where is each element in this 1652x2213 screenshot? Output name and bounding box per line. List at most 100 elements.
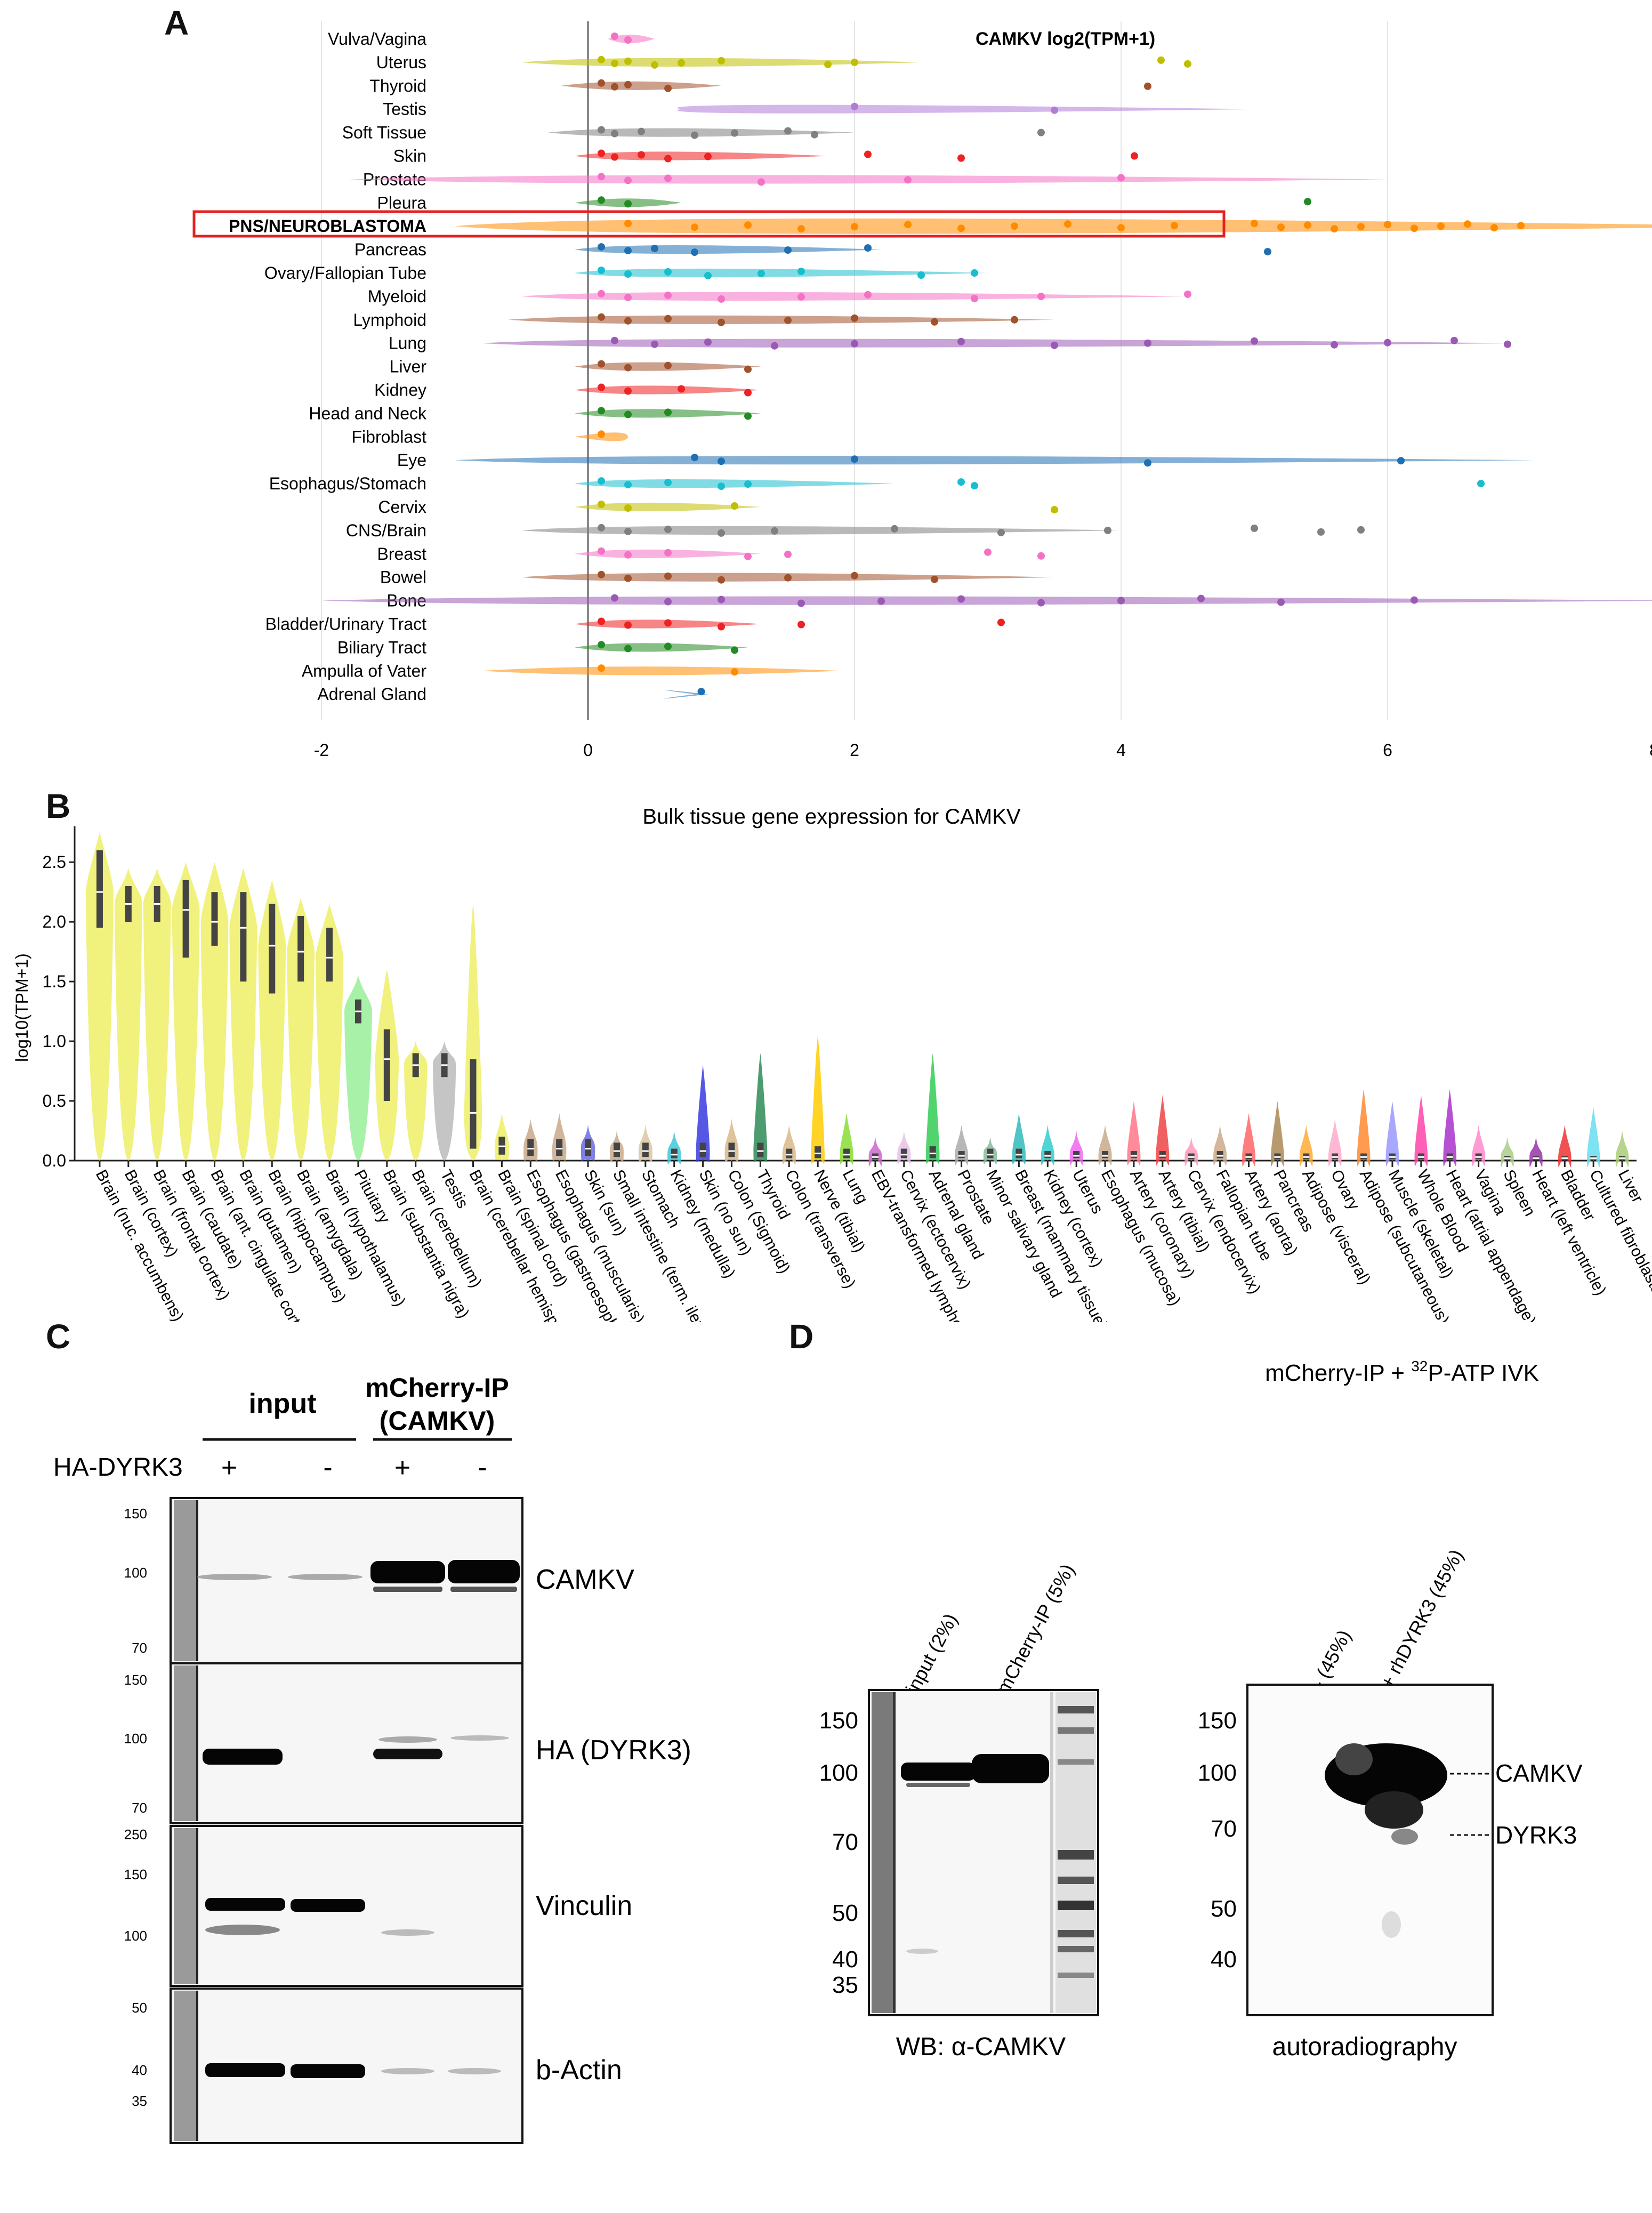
tissue-row: Thyroid <box>369 76 1151 95</box>
marker-35: 35 <box>132 2093 147 2109</box>
data-point <box>1317 528 1325 536</box>
iqr-box <box>297 915 304 982</box>
marker-100: 100 <box>124 1731 147 1747</box>
iqr-box <box>1102 1151 1109 1158</box>
data-point <box>624 36 632 44</box>
data-point <box>824 60 832 68</box>
tissue-row: Lymphoid <box>353 310 1054 329</box>
wb-caption: WB: α-CAMKV <box>896 2033 1066 2061</box>
wb-marker-50: 50 <box>832 1900 858 1926</box>
data-point <box>1437 222 1445 230</box>
tissue-label: Adrenal Gland <box>317 685 426 704</box>
iqr-box <box>182 880 189 958</box>
marker-150: 150 <box>124 1672 147 1688</box>
data-point <box>664 155 672 163</box>
tissue-label: Pleura <box>377 193 427 212</box>
tissue-label: Ampulla of Vater <box>302 661 427 680</box>
sign-3: + <box>394 1452 410 1483</box>
data-point <box>797 225 805 233</box>
tissue-label: Esophagus/Stomach <box>269 474 426 493</box>
data-point <box>598 196 605 204</box>
violin <box>86 832 114 1161</box>
data-point <box>851 340 858 348</box>
data-point <box>731 129 738 137</box>
data-point <box>1037 599 1045 607</box>
data-point <box>1117 224 1125 232</box>
marker-100: 100 <box>124 1565 147 1581</box>
iqr-box <box>1130 1151 1137 1158</box>
data-point <box>664 598 672 606</box>
tissue-label: Breast <box>377 544 427 564</box>
data-point <box>624 293 632 301</box>
iqr-box <box>585 1139 592 1156</box>
data-point <box>1304 221 1311 229</box>
data-point <box>1357 223 1365 231</box>
violin <box>1615 1131 1629 1168</box>
data-point <box>1037 552 1045 560</box>
data-point <box>664 291 672 299</box>
blot-ha-dyrk3: 150 100 70 HA (DYRK3) <box>124 1662 691 1824</box>
data-point <box>1051 341 1058 349</box>
violin <box>1041 1124 1054 1165</box>
data-point <box>651 245 658 253</box>
violin <box>1385 1101 1399 1166</box>
iqr-box <box>671 1148 678 1158</box>
title-prefix: mCherry-IP + <box>1265 1360 1411 1386</box>
iqr-box <box>96 850 103 928</box>
data-point <box>598 243 605 251</box>
data-point <box>1184 290 1191 298</box>
data-point <box>718 576 725 584</box>
tissue-label: Cervix <box>378 497 426 517</box>
data-point <box>1304 198 1311 206</box>
violin <box>926 1053 940 1164</box>
violin <box>404 1041 428 1161</box>
data-point <box>718 457 725 465</box>
data-point <box>904 176 912 184</box>
y-tick-label: 0.5 <box>43 1091 66 1110</box>
violin <box>1472 1124 1485 1166</box>
data-point <box>1037 292 1045 300</box>
violin <box>868 1137 882 1166</box>
violin <box>1156 1095 1170 1165</box>
data-point <box>598 126 605 134</box>
marker-70: 70 <box>132 1800 147 1816</box>
data-point <box>624 364 632 372</box>
iqr-box <box>1073 1151 1080 1158</box>
tissue-row: Esophagus/Stomach <box>269 474 1485 493</box>
data-point <box>664 408 672 416</box>
data-point <box>624 57 632 65</box>
data-point <box>691 248 698 256</box>
data-point <box>624 200 632 208</box>
data-point <box>771 342 778 350</box>
data-point <box>664 361 672 369</box>
x-tick-label: 2 <box>850 741 859 760</box>
data-point <box>1064 220 1071 228</box>
violin <box>229 868 257 1161</box>
data-point <box>611 153 618 161</box>
violin-shape <box>521 526 1121 535</box>
data-point <box>957 478 965 486</box>
violin-shape <box>521 292 1188 301</box>
data-point <box>997 618 1005 626</box>
panel-b-plot: Bulk tissue gene expression for CAMKV lo… <box>12 805 1652 1322</box>
data-point <box>1411 224 1418 232</box>
violin <box>172 862 200 1161</box>
iqr-box <box>987 1148 994 1158</box>
data-point <box>1117 597 1125 605</box>
violin <box>1242 1113 1255 1166</box>
tissue-row: Bowel <box>380 568 1054 587</box>
data-point <box>1144 82 1151 90</box>
data-point <box>624 645 632 653</box>
data-point <box>784 246 792 254</box>
data-point <box>1011 222 1018 230</box>
data-point <box>1251 220 1258 228</box>
data-point <box>731 646 738 654</box>
data-point <box>1051 106 1058 114</box>
auto-marker-150: 150 <box>1198 1708 1237 1734</box>
data-point <box>1251 524 1258 532</box>
data-point <box>611 83 618 91</box>
blot-b-actin: 50 40 35 b-Actin <box>132 1987 622 2144</box>
data-point <box>1331 225 1338 233</box>
data-point <box>598 289 605 297</box>
x-tick-label: -2 <box>314 741 329 760</box>
